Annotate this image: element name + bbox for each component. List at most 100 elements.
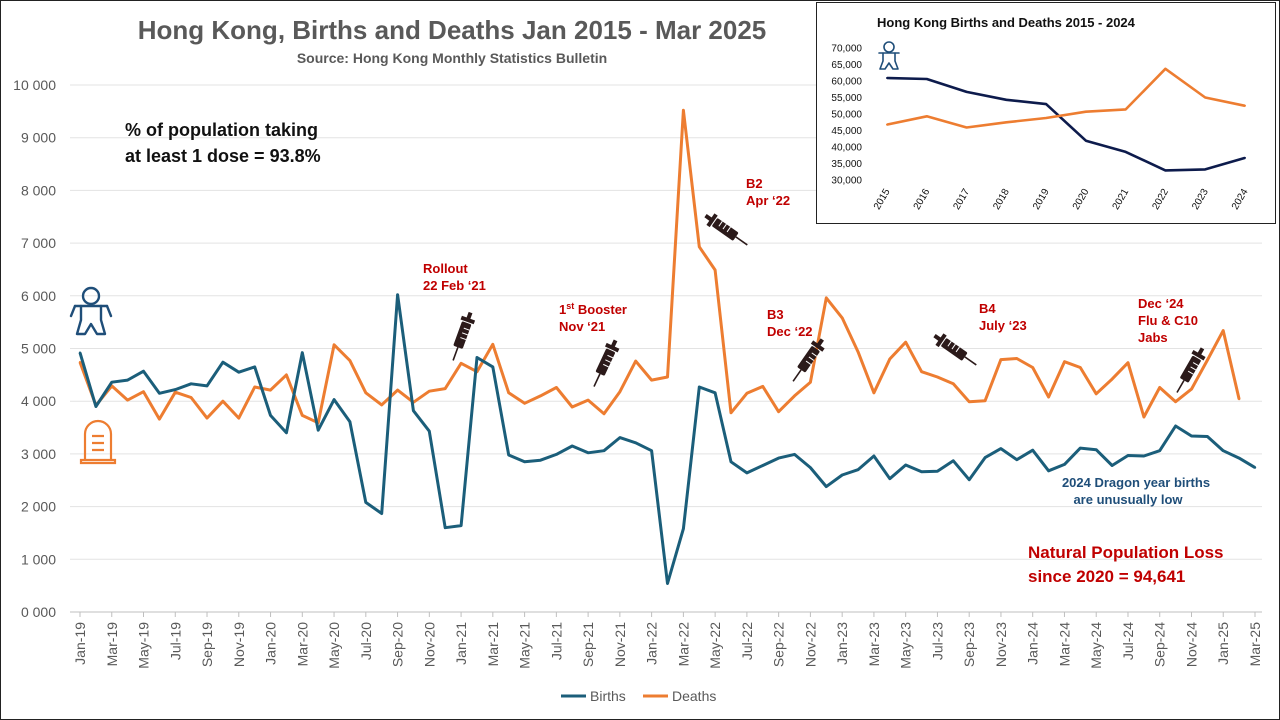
x-tick-label: May-23 (898, 622, 914, 669)
data-point-deaths (1015, 357, 1018, 360)
x-tick-label: Nov-24 (1183, 622, 1199, 667)
inset-baby-icon (878, 41, 900, 70)
inset-data-point-births (965, 90, 968, 93)
data-point-deaths (888, 357, 891, 361)
legend-births-label: Births (590, 688, 626, 704)
x-tick-label: Mar-23 (866, 622, 882, 667)
inset-y-tick-label: 60,000 (831, 77, 862, 88)
inset-data-point-deaths (1045, 117, 1048, 119)
data-point-births (1126, 454, 1130, 457)
x-tick-label: Jul-24 (1120, 622, 1136, 660)
x-tick-label: Jan-22 (644, 622, 660, 665)
data-point-births (126, 378, 129, 382)
y-axis-ticks: 0 000 1 000 2 000 3 000 4 000 5 000 6 000 7 000… (13, 77, 56, 620)
inset-data-point-deaths (886, 123, 888, 126)
data-point-births (904, 463, 907, 467)
data-point-deaths (126, 398, 129, 402)
b4-label-line2: July ‘23 (979, 318, 1027, 333)
data-point-deaths (189, 396, 193, 399)
x-tick-label: Jan-19 (72, 622, 88, 665)
inset-data-point-births (1084, 139, 1087, 142)
inset-data-point-deaths (1124, 108, 1127, 111)
inset-data-point-deaths (1005, 121, 1008, 124)
inset-y-tick-label: 55,000 (831, 93, 862, 104)
inset-y-tick-label: 30,000 (831, 176, 862, 187)
inset-data-point-deaths (965, 126, 968, 129)
data-point-deaths (364, 391, 367, 394)
data-point-deaths (507, 391, 510, 394)
data-point-deaths (380, 403, 383, 407)
data-point-deaths (618, 390, 622, 393)
x-tick-label: Sep-19 (199, 622, 215, 667)
data-point-deaths (205, 416, 209, 420)
data-point-births (745, 471, 749, 475)
data-point-births (729, 460, 733, 463)
x-tick-label: Jan-24 (1025, 622, 1041, 665)
inset-series-lines (886, 67, 1246, 172)
data-point-births (888, 477, 891, 480)
data-point-deaths (253, 385, 256, 389)
inset-y-tick-label: 65,000 (831, 60, 862, 71)
x-tick-label: Jan-25 (1215, 622, 1231, 665)
inset-data-point-births (1124, 150, 1127, 153)
x-tick-label: May-21 (517, 622, 533, 669)
data-point-births (301, 351, 304, 354)
data-point-births (1079, 446, 1082, 450)
rollout-label-line1: Rollout (423, 261, 468, 276)
x-tick-label: Jan-20 (263, 622, 279, 665)
x-tick-label: Sep-22 (771, 622, 787, 667)
data-point-deaths (729, 411, 733, 414)
data-point-births (1110, 464, 1114, 467)
inset-y-axis-ticks: 30,000 35,000 40,000 45,000 50,000 55,000 60,0… (831, 44, 862, 187)
y-tick-label: 5 000 (21, 341, 56, 357)
data-point-births (1047, 469, 1050, 472)
data-point-deaths (825, 296, 828, 300)
data-point-births (539, 459, 542, 462)
data-point-deaths (1095, 392, 1098, 395)
data-point-deaths (761, 385, 764, 388)
data-point-births (1142, 454, 1146, 458)
data-point-births (364, 501, 367, 504)
data-point-deaths (1237, 397, 1241, 401)
legend: Births Deaths (561, 688, 716, 704)
dec24-label-line1: Dec ‘24 (1138, 296, 1184, 311)
data-point-births (475, 356, 479, 359)
data-point-births (650, 449, 653, 452)
data-point-births (825, 485, 828, 488)
data-point-births (586, 451, 590, 454)
data-point-births (856, 468, 860, 471)
data-point-births (1031, 449, 1034, 452)
data-point-births (1158, 449, 1161, 452)
syringe-icons (452, 213, 1206, 393)
x-tick-label: Nov-20 (421, 622, 437, 667)
booster-label-line2: Nov ‘21 (559, 319, 605, 334)
data-point-deaths (1063, 360, 1066, 363)
inset-title: Hong Kong Births and Deaths 2015 - 2024 (877, 15, 1136, 30)
data-point-births (174, 388, 177, 391)
inset-data-point-deaths (1084, 110, 1087, 113)
data-point-deaths (221, 400, 225, 403)
data-point-deaths (904, 341, 907, 344)
data-point-births (1015, 458, 1018, 461)
dragon-note-line2: are unusually low (1073, 492, 1183, 507)
inset-data-point-births (1164, 169, 1167, 172)
b3-label-line2: Dec ‘22 (767, 324, 813, 339)
data-point-births (507, 453, 510, 457)
inset-x-tick-label: 2018 (991, 187, 1012, 212)
data-point-births (285, 431, 288, 434)
data-point-deaths (872, 391, 876, 394)
x-tick-label: Jul-21 (548, 622, 564, 660)
data-point-deaths (999, 358, 1003, 361)
data-point-births (94, 405, 98, 408)
inset-data-point-deaths (1244, 104, 1246, 107)
data-point-births (761, 464, 764, 467)
x-tick-label: Nov-23 (993, 622, 1009, 667)
data-point-births (618, 436, 622, 439)
data-point-births (459, 524, 463, 527)
data-point-births (809, 466, 812, 469)
population-loss-line1: Natural Population Loss (1028, 543, 1224, 562)
series-lines (78, 108, 1257, 585)
data-point-births (1095, 448, 1098, 451)
data-point-deaths (1206, 358, 1209, 362)
